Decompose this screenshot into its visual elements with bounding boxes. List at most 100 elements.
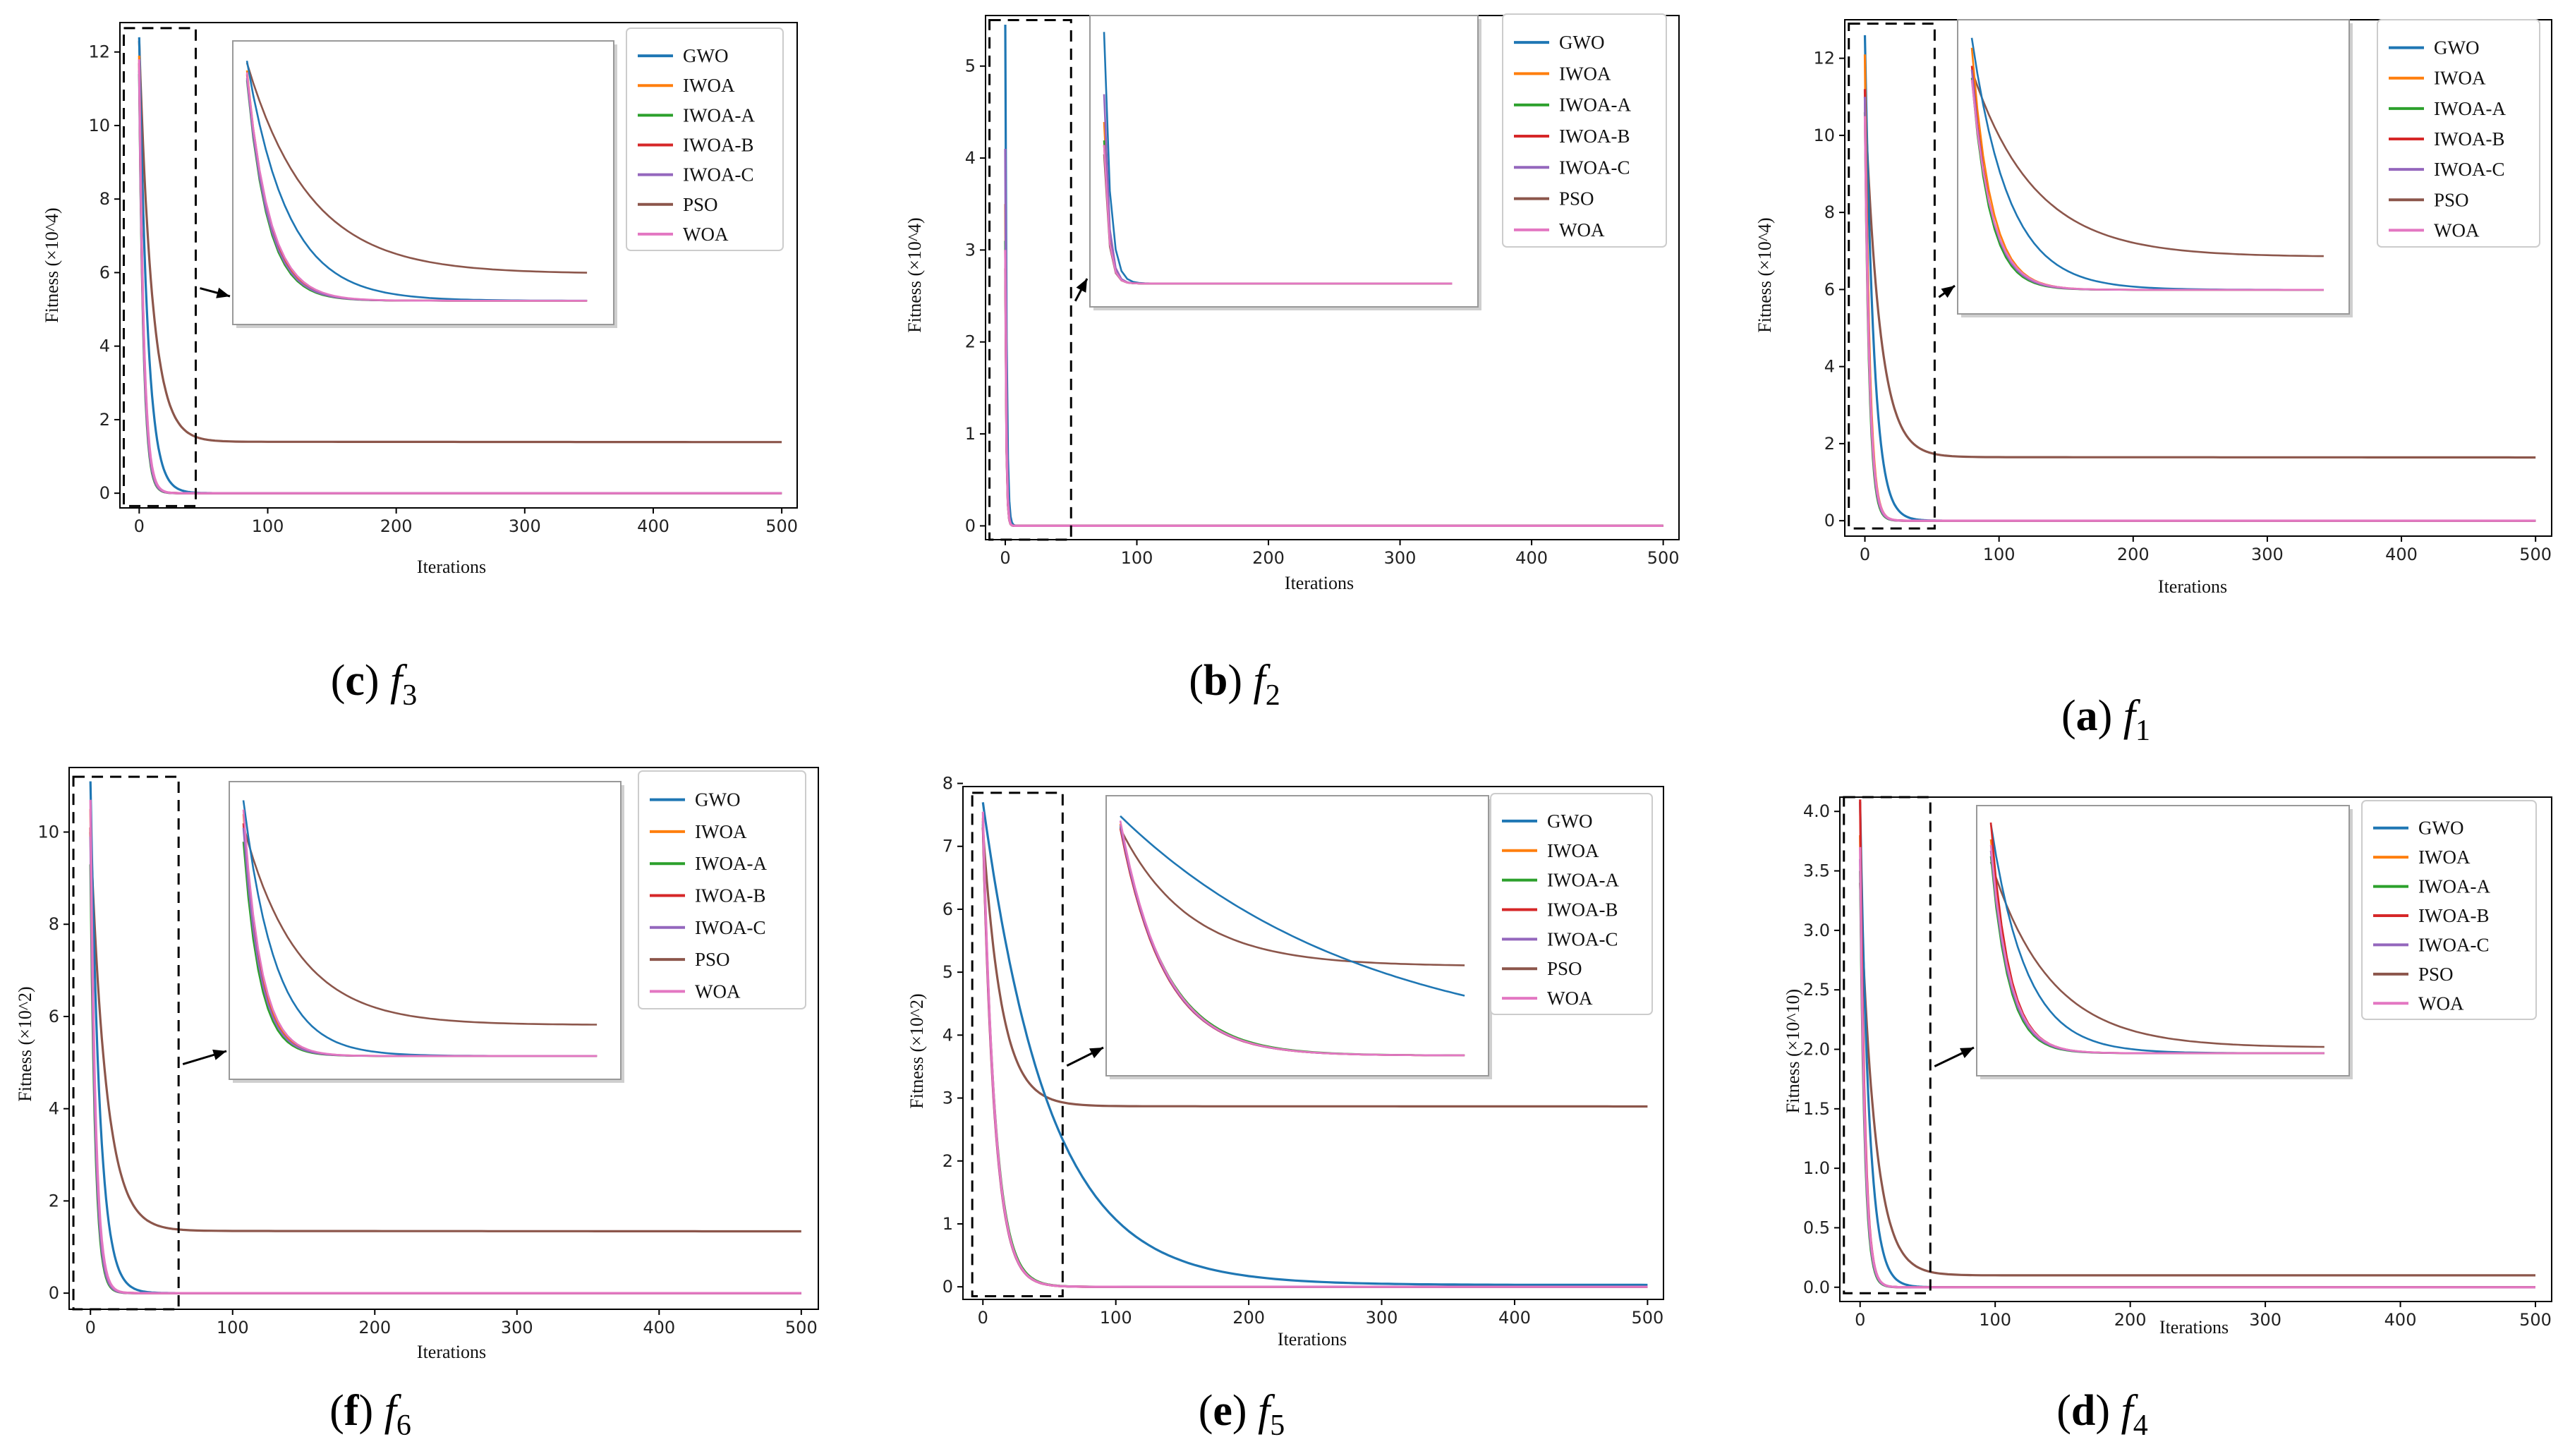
y-tick-label: 3 bbox=[965, 240, 976, 260]
series-line-woa bbox=[1863, 116, 2536, 522]
x-tick-label: 300 bbox=[2251, 545, 2284, 564]
legend-entry: IWOA bbox=[1559, 63, 1611, 84]
y-tick-label: 4 bbox=[965, 148, 976, 168]
x-tick-label: 200 bbox=[358, 1318, 391, 1337]
y-tick-label: 12 bbox=[88, 42, 110, 62]
x-tick-label: 400 bbox=[643, 1318, 675, 1337]
x-tick-label: 200 bbox=[1252, 548, 1285, 568]
y-tick-label: 1 bbox=[942, 1214, 953, 1234]
x-tick-label: 500 bbox=[1647, 548, 1680, 568]
panel-caption: (a) f1 bbox=[2061, 692, 2150, 747]
inset-frame bbox=[1957, 19, 2350, 315]
y-tick-label: 10 bbox=[88, 116, 110, 135]
y-tick-label: 8 bbox=[942, 774, 953, 794]
legend-entry: GWO bbox=[695, 789, 740, 811]
inset-line-woa bbox=[1970, 80, 2324, 291]
inset-frame bbox=[229, 781, 622, 1080]
y-axis-label: Fitness (×10^4) bbox=[42, 207, 62, 322]
x-tick-label: 100 bbox=[1100, 1308, 1132, 1328]
zoom-box bbox=[971, 791, 1064, 1298]
y-tick-label: 2 bbox=[1824, 434, 1835, 454]
y-tick-label: 1 bbox=[965, 424, 976, 444]
x-tick-label: 100 bbox=[1983, 545, 2016, 564]
inset-line-pso bbox=[1119, 827, 1465, 966]
y-tick-label: 4 bbox=[1824, 357, 1835, 377]
y-tick-label: 4 bbox=[99, 336, 110, 356]
legend-entry: IWOA bbox=[1547, 840, 1599, 861]
y-axis-label: Fitness (×10^4) bbox=[1754, 217, 1775, 332]
inset-line-gwo bbox=[1120, 815, 1465, 997]
x-tick-label: 0 bbox=[1000, 548, 1010, 568]
x-tick-label: 0 bbox=[85, 1318, 96, 1337]
legend-box bbox=[626, 28, 784, 251]
y-tick-label: 5 bbox=[942, 962, 953, 982]
legend-entry: IWOA-B bbox=[1559, 126, 1630, 147]
legend-entry: PSO bbox=[1559, 188, 1594, 210]
inset-frame bbox=[232, 40, 614, 325]
y-tick-label: 2 bbox=[99, 410, 110, 430]
panel-caption: (c) f3 bbox=[331, 657, 418, 712]
x-axis-label: Iterations bbox=[2159, 1317, 2229, 1337]
zoom-box bbox=[122, 27, 197, 507]
y-tick-label: 0 bbox=[49, 1283, 59, 1303]
y-tick-label: 8 bbox=[99, 189, 110, 209]
zoom-arrow-head bbox=[1076, 279, 1087, 293]
y-tick-label: 7 bbox=[942, 837, 953, 856]
panel-f: 0 100 200 300 400 500 0 2 4 6 8 10 Iterations Fitness… bbox=[15, 767, 819, 1442]
zoom-arrow-head bbox=[216, 287, 230, 298]
legend-entry: IWOA-B bbox=[2434, 128, 2504, 150]
legend-entry: IWOA-B bbox=[2418, 905, 2489, 926]
legend-entry: PSO bbox=[695, 949, 730, 970]
legend-entry: IWOA-C bbox=[683, 164, 753, 186]
legend-entry: WOA bbox=[2434, 219, 2480, 241]
y-tick-label: 6 bbox=[942, 899, 953, 919]
legend-entry: IWOA bbox=[2418, 847, 2471, 868]
series-line-woa bbox=[1004, 250, 1663, 527]
legend-box bbox=[2377, 19, 2540, 248]
inset-line-pso bbox=[246, 62, 588, 274]
y-tick-label: 0 bbox=[942, 1277, 953, 1297]
series-line-pso bbox=[89, 832, 801, 1233]
y-tick-label: 0 bbox=[1824, 511, 1835, 530]
legend-entry: PSO bbox=[2434, 189, 2469, 210]
x-tick-label: 400 bbox=[1498, 1308, 1531, 1328]
inset-line-woa bbox=[1103, 145, 1453, 285]
y-tick-label: 10 bbox=[1813, 126, 1835, 145]
x-tick-label: 0 bbox=[978, 1308, 988, 1328]
x-tick-label: 300 bbox=[2249, 1310, 2281, 1330]
legend-entry: IWOA-A bbox=[2418, 876, 2490, 897]
zoom-arrow-head bbox=[1941, 286, 1955, 298]
zoom-arrow-head bbox=[1089, 1048, 1103, 1059]
zoom-arrow-head bbox=[212, 1049, 226, 1060]
y-tick-label: 2.0 bbox=[1803, 1040, 1830, 1060]
x-axis-label: Iterations bbox=[1278, 1329, 1347, 1349]
legend-entry: IWOA-B bbox=[695, 885, 765, 906]
legend-entry: IWOA bbox=[695, 821, 747, 842]
inset-line-woa bbox=[1989, 844, 2324, 1055]
y-tick-label: 2 bbox=[942, 1151, 953, 1171]
y-axis-label: Fitness (×10^4) bbox=[904, 217, 925, 332]
x-tick-label: 300 bbox=[1366, 1308, 1398, 1328]
series-line-gwo bbox=[981, 802, 1648, 1287]
legend-entry: WOA bbox=[2418, 993, 2464, 1014]
axes-frame bbox=[962, 786, 1664, 1300]
y-axis-label: Fitness (×10^2) bbox=[15, 986, 35, 1101]
y-tick-label: 8 bbox=[1824, 202, 1835, 222]
series-group bbox=[89, 781, 801, 1294]
legend-entry: IWOA-C bbox=[1547, 928, 1618, 950]
y-tick-label: 0.0 bbox=[1803, 1278, 1830, 1297]
legend-entry: WOA bbox=[1547, 988, 1593, 1009]
series-line-pso bbox=[138, 41, 782, 444]
legend-entry: PSO bbox=[683, 194, 718, 215]
panel-c: 0 100 200 300 400 500 0 2 4 6 8 10 12 Iterations Fitne… bbox=[42, 22, 798, 712]
x-tick-label: 0 bbox=[1860, 545, 1870, 564]
series-line-woa bbox=[89, 799, 801, 1294]
series-group bbox=[138, 37, 782, 495]
y-tick-label: 2 bbox=[49, 1191, 59, 1211]
x-tick-label: 200 bbox=[1232, 1308, 1265, 1328]
legend-entry: GWO bbox=[683, 45, 728, 66]
y-tick-label: 1.5 bbox=[1803, 1099, 1830, 1119]
x-axis-label: Iterations bbox=[417, 1342, 486, 1362]
legend-entry: GWO bbox=[1547, 811, 1592, 832]
y-tick-label: 4.0 bbox=[1803, 801, 1830, 821]
